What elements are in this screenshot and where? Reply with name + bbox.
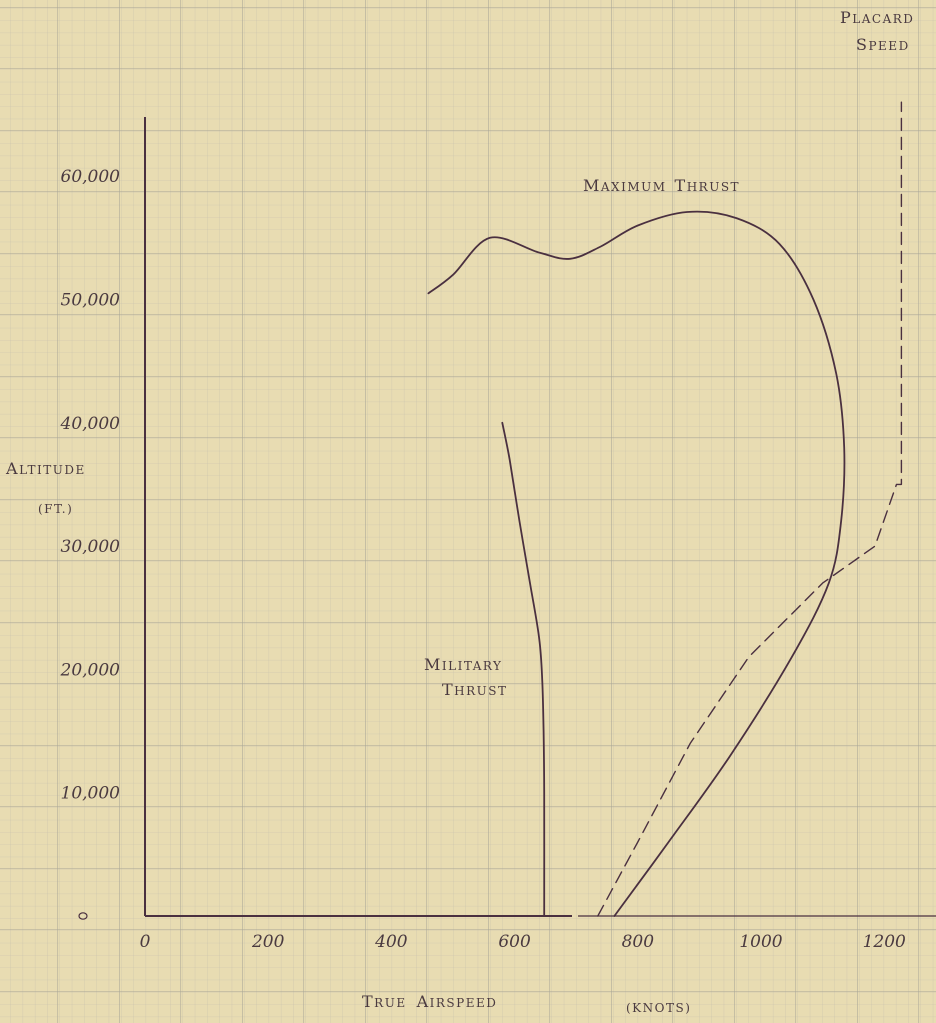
annotation-military-thrust-line2: THRUST — [442, 680, 508, 699]
annotation-military-thrust-line1: MILITARY — [424, 655, 502, 674]
y-tick-label: 30,000 — [61, 537, 121, 557]
x-tick-label: 0 — [140, 932, 151, 952]
x-axis-label: TRUE AIRSPEED — [362, 992, 497, 1011]
annotation-maximum-thrust: MAXIMUM THRUST — [583, 176, 740, 195]
x-tick-label: 1000 — [739, 932, 782, 952]
x-axis-unit: (KNOTS) — [626, 1001, 691, 1015]
y-axis-label: ALTITUDE — [5, 459, 86, 478]
x-tick-label: 400 — [374, 932, 408, 952]
series-layer — [427, 101, 903, 917]
series-line-maximum-thrust — [427, 210, 846, 917]
y-tick-label: 0 — [109, 907, 120, 927]
annotation-placard-speed-line2: SPEED — [856, 35, 910, 54]
y-tick-zero-mark — [78, 912, 88, 920]
x-tick-label: 800 — [622, 932, 655, 952]
y-tick-label: 40,000 — [60, 414, 121, 434]
series-line-placard-speed — [597, 101, 903, 917]
y-axis-unit: (FT.) — [38, 502, 73, 516]
series-line-military-thrust — [501, 421, 546, 917]
x-tick-label: 1200 — [863, 932, 906, 952]
x-tick-label: 200 — [251, 932, 285, 952]
x-tick-labels: 0 200 400 600 800 1000 1200 — [140, 932, 906, 952]
y-tick-label: 50,000 — [61, 291, 121, 311]
y-tick-labels: 0 10,000 20,000 30,000 40,000 50,000 60,000 — [60, 167, 121, 927]
y-tick-label: 20,000 — [60, 660, 121, 680]
annotation-placard-speed-line1: PLACARD — [840, 8, 914, 27]
y-tick-label: 10,000 — [61, 784, 121, 804]
x-tick-label: 600 — [498, 932, 531, 952]
y-tick-label: 60,000 — [61, 167, 121, 187]
